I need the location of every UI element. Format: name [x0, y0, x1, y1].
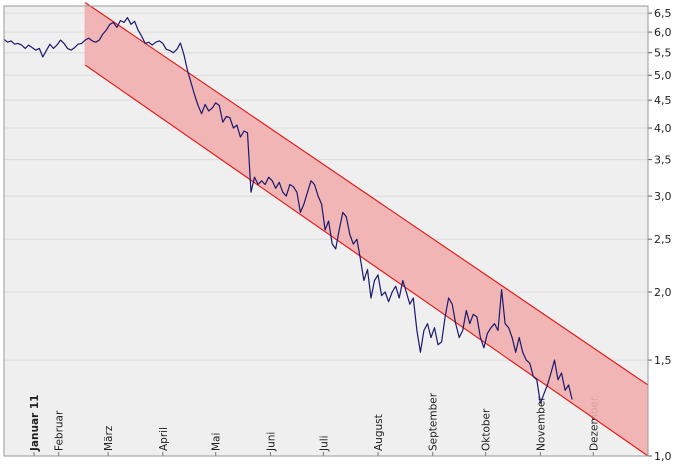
- x-tick-label: Januar 11: [29, 395, 41, 452]
- trend-channel-upper: [84, 1, 649, 386]
- x-tick-label: Mai: [211, 433, 223, 451]
- y-tick-label: 4,5: [654, 94, 672, 107]
- x-tick-label: November: [535, 396, 547, 451]
- price-line: [3, 17, 573, 404]
- x-tick-label: Juli: [318, 435, 330, 452]
- y-tick-label: 6,5: [654, 7, 672, 20]
- trend-channel-fill: [85, 2, 649, 456]
- y-tick-label: 5,5: [654, 47, 672, 60]
- x-tick-label: Juni: [265, 432, 277, 452]
- y-tick-label: 2,5: [654, 233, 672, 246]
- y-tick-label: 1,5: [654, 354, 672, 367]
- x-tick-label: September: [428, 392, 440, 451]
- y-tick-label: 6,0: [654, 26, 672, 39]
- x-tick-label: April: [158, 427, 170, 451]
- y-tick-label: 4,0: [654, 122, 672, 135]
- x-tick-label: Februar: [54, 410, 66, 451]
- y-tick-label: 3,5: [654, 154, 672, 167]
- y-tick-label: 1,0: [654, 450, 672, 463]
- plot-border: [3, 5, 649, 457]
- trend-channel-lower: [84, 64, 649, 457]
- x-tick-label: März: [103, 425, 115, 451]
- y-tick-label: 2,0: [654, 286, 672, 299]
- y-tick-label: 3,0: [654, 190, 672, 203]
- y-tick-label: 5,0: [654, 69, 672, 82]
- x-tick-label: August: [373, 414, 385, 451]
- x-tick-label: Oktober: [481, 408, 493, 451]
